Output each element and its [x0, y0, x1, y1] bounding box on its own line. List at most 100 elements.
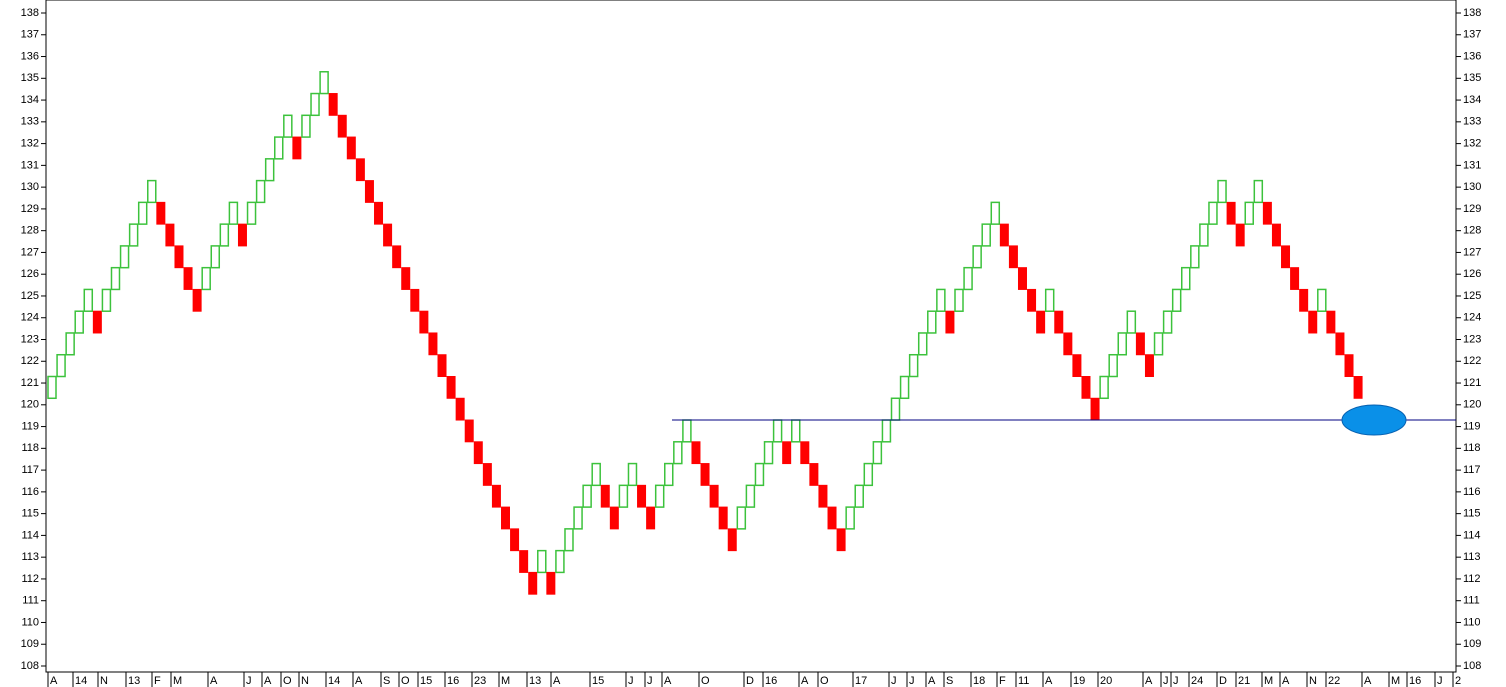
y2-tick-label: 108 — [1463, 660, 1481, 672]
x-tick-label: M — [1264, 675, 1273, 687]
down-brick — [374, 201, 384, 225]
x-tick-label: A — [1364, 675, 1372, 687]
down-brick — [1017, 267, 1027, 290]
marker — [1341, 404, 1407, 436]
down-brick — [473, 441, 483, 465]
y2-tick-label: 110 — [1463, 616, 1481, 628]
down-brick — [1072, 354, 1082, 378]
y-tick-label: 119 — [21, 420, 39, 432]
y-tick-label: 130 — [21, 181, 39, 193]
x-tick-label: 16 — [765, 675, 777, 687]
down-brick — [1027, 288, 1037, 312]
x-tick-label: 16 — [447, 675, 459, 687]
up-brick — [128, 223, 139, 247]
y-tick-label: 110 — [21, 616, 39, 628]
down-brick — [818, 484, 828, 508]
down-brick — [700, 463, 710, 486]
y2-tick-label: 122 — [1463, 355, 1481, 367]
up-brick — [83, 288, 94, 312]
y-tick-label: 121 — [21, 377, 39, 389]
up-brick — [137, 201, 148, 225]
x-tick-label: F — [999, 675, 1006, 687]
y-tick-label: 128 — [21, 225, 39, 237]
y2-tick-label: 111 — [1463, 595, 1480, 607]
down-brick — [364, 180, 374, 203]
y2-tick-label: 137 — [1463, 29, 1481, 41]
x-tick-label: A — [801, 675, 809, 687]
up-brick — [1153, 332, 1164, 356]
up-brick — [564, 528, 574, 552]
y-tick-label: 116 — [21, 486, 39, 498]
down-brick — [782, 441, 792, 465]
up-brick — [872, 441, 883, 465]
down-brick — [800, 441, 810, 465]
x-tick-label: J — [909, 675, 915, 687]
down-brick — [1090, 397, 1100, 421]
y2-tick-label: 117 — [1463, 464, 1481, 476]
up-brick — [673, 441, 683, 465]
down-brick — [165, 223, 175, 247]
down-brick — [1081, 376, 1091, 399]
down-brick — [501, 506, 510, 530]
down-brick — [328, 93, 338, 116]
x-tick-label: 15 — [420, 675, 432, 687]
down-brick — [401, 267, 411, 290]
up-brick — [881, 419, 892, 443]
up-brick — [201, 266, 211, 291]
up-brick — [1117, 332, 1128, 356]
y2-tick-label: 125 — [1463, 290, 1481, 302]
y2-tick-label: 113 — [1463, 551, 1481, 563]
up-brick — [745, 484, 756, 508]
x-tick-label: 14 — [328, 675, 340, 687]
y2-tick-label: 127 — [1463, 246, 1481, 258]
up-brick — [990, 201, 1001, 225]
down-brick — [1344, 354, 1354, 378]
y-tick-label: 109 — [21, 638, 39, 650]
down-brick — [709, 484, 719, 508]
up-brick — [772, 419, 783, 443]
up-brick — [736, 506, 747, 530]
up-brick — [119, 245, 130, 269]
x-tick-label: 15 — [592, 675, 604, 687]
up-brick — [1208, 201, 1218, 225]
down-brick — [528, 571, 538, 595]
up-brick — [219, 223, 230, 247]
y2-tick-label: 130 — [1463, 181, 1481, 193]
y2-tick-label: 132 — [1463, 138, 1481, 150]
y-tick-label: 134 — [21, 94, 39, 106]
y-tick-label: 117 — [21, 464, 39, 476]
y2-tick-label: 121 — [1463, 377, 1481, 389]
x-tick-label: 19 — [1073, 675, 1085, 687]
x-tick-label: D — [746, 675, 754, 687]
up-brick — [1171, 288, 1182, 312]
x-tick-label: J — [628, 675, 634, 687]
up-brick — [763, 441, 774, 465]
down-brick — [410, 288, 420, 312]
y-tick-label: 133 — [21, 116, 39, 128]
up-brick — [1181, 266, 1191, 291]
up-brick — [573, 506, 583, 530]
up-brick — [147, 179, 157, 204]
up-brick — [555, 549, 565, 574]
down-brick — [1290, 267, 1300, 290]
down-brick — [999, 223, 1009, 247]
up-brick — [1244, 201, 1254, 225]
y-tick-label: 136 — [21, 50, 39, 62]
down-brick — [637, 484, 647, 508]
x-tick-label: 17 — [855, 675, 867, 687]
up-brick — [228, 201, 239, 225]
y-tick-label: 108 — [21, 660, 39, 672]
up-brick — [301, 114, 311, 138]
y-tick-label: 126 — [21, 268, 39, 280]
down-brick — [1353, 376, 1363, 399]
x-tick-label: 13 — [128, 675, 140, 687]
x-tick-label: M — [1391, 675, 1400, 687]
up-brick — [682, 419, 692, 443]
y-tick-label: 135 — [21, 72, 39, 84]
y2-tick-label: 126 — [1463, 268, 1481, 280]
up-brick — [537, 549, 547, 574]
y2-tick-label: 118 — [1463, 442, 1481, 454]
down-brick — [419, 310, 429, 334]
down-brick — [1144, 354, 1154, 378]
